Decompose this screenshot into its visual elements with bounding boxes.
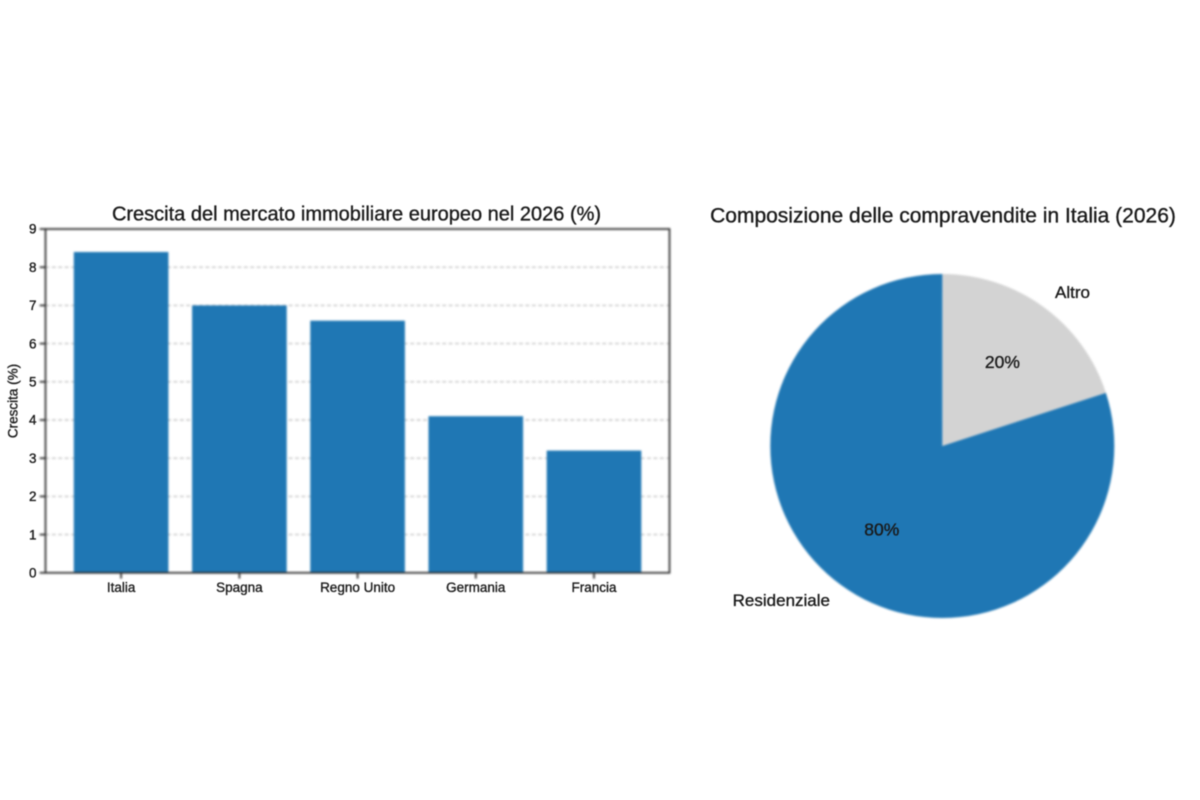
svg-text:Francia: Francia [571, 580, 617, 595]
svg-text:Residenziale: Residenziale [733, 591, 830, 610]
svg-text:Composizione delle compravendi: Composizione delle compravendite in Ital… [710, 205, 1176, 228]
svg-text:Spagna: Spagna [216, 580, 263, 595]
svg-text:6: 6 [29, 336, 37, 351]
svg-text:0: 0 [29, 566, 37, 581]
svg-text:Altro: Altro [1055, 283, 1090, 302]
svg-text:Germania: Germania [446, 580, 506, 595]
svg-text:3: 3 [29, 451, 37, 466]
svg-text:Italia: Italia [107, 580, 136, 595]
svg-text:1: 1 [29, 527, 37, 542]
svg-text:2: 2 [29, 489, 37, 504]
svg-text:5: 5 [29, 375, 37, 390]
svg-text:7: 7 [29, 298, 37, 313]
svg-text:Regno Unito: Regno Unito [320, 580, 395, 595]
svg-text:80%: 80% [864, 520, 899, 540]
svg-text:8: 8 [29, 260, 37, 275]
svg-text:9: 9 [29, 222, 37, 237]
svg-text:20%: 20% [985, 352, 1020, 372]
svg-text:Crescita (%): Crescita (%) [6, 364, 21, 438]
svg-text:Crescita del mercato immobilia: Crescita del mercato immobiliare europeo… [112, 204, 601, 226]
svg-text:4: 4 [29, 413, 37, 428]
